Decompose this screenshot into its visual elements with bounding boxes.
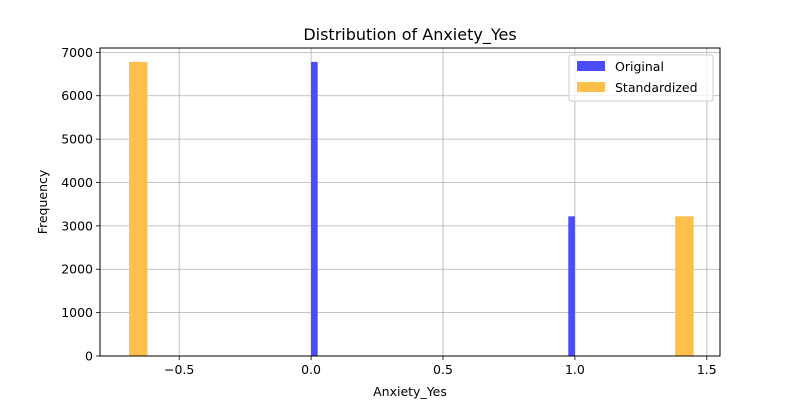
y-axis-ticks: 0 1000 2000 3000 4000 5000 6000 7000 [61, 45, 100, 364]
bars-layer [129, 61, 694, 357]
legend-label-standardized: Standardized [615, 80, 698, 95]
plot-frame [99, 47, 721, 357]
bar-original-0_975 [568, 216, 575, 356]
legend-label-original: Original [615, 59, 664, 74]
y-tick-label: 4000 [61, 175, 93, 190]
y-tick-label: 5000 [61, 132, 93, 147]
chart-title: Distribution of Anxiety_Yes [303, 25, 516, 45]
y-tick-label: 3000 [61, 218, 93, 233]
legend: Original Standardized [568, 54, 714, 102]
x-axis-label: Anxiety_Yes [373, 384, 447, 399]
y-tick-label: 0 [85, 349, 93, 364]
y-tick-label: 2000 [61, 262, 93, 277]
x-tick-label: −0.5 [164, 362, 194, 377]
x-tick-label: 0.5 [433, 362, 453, 377]
x-tick-label: 1.5 [697, 362, 717, 377]
bar-standardized-1_38 [675, 216, 694, 356]
bar-original-0 [311, 61, 318, 357]
y-axis-label: Frequency [35, 169, 50, 234]
legend-swatch-original [577, 61, 605, 71]
bar-standardized-neg0_69 [129, 61, 148, 357]
y-tick-label: 1000 [61, 305, 93, 320]
y-tick-label: 6000 [61, 88, 93, 103]
x-axis-ticks: −0.5 0.0 0.5 1.0 1.5 [164, 356, 717, 377]
x-tick-label: 1.0 [565, 362, 585, 377]
y-tick-label: 7000 [61, 45, 93, 60]
legend-swatch-standardized [577, 82, 605, 92]
x-tick-label: 0.0 [301, 362, 321, 377]
